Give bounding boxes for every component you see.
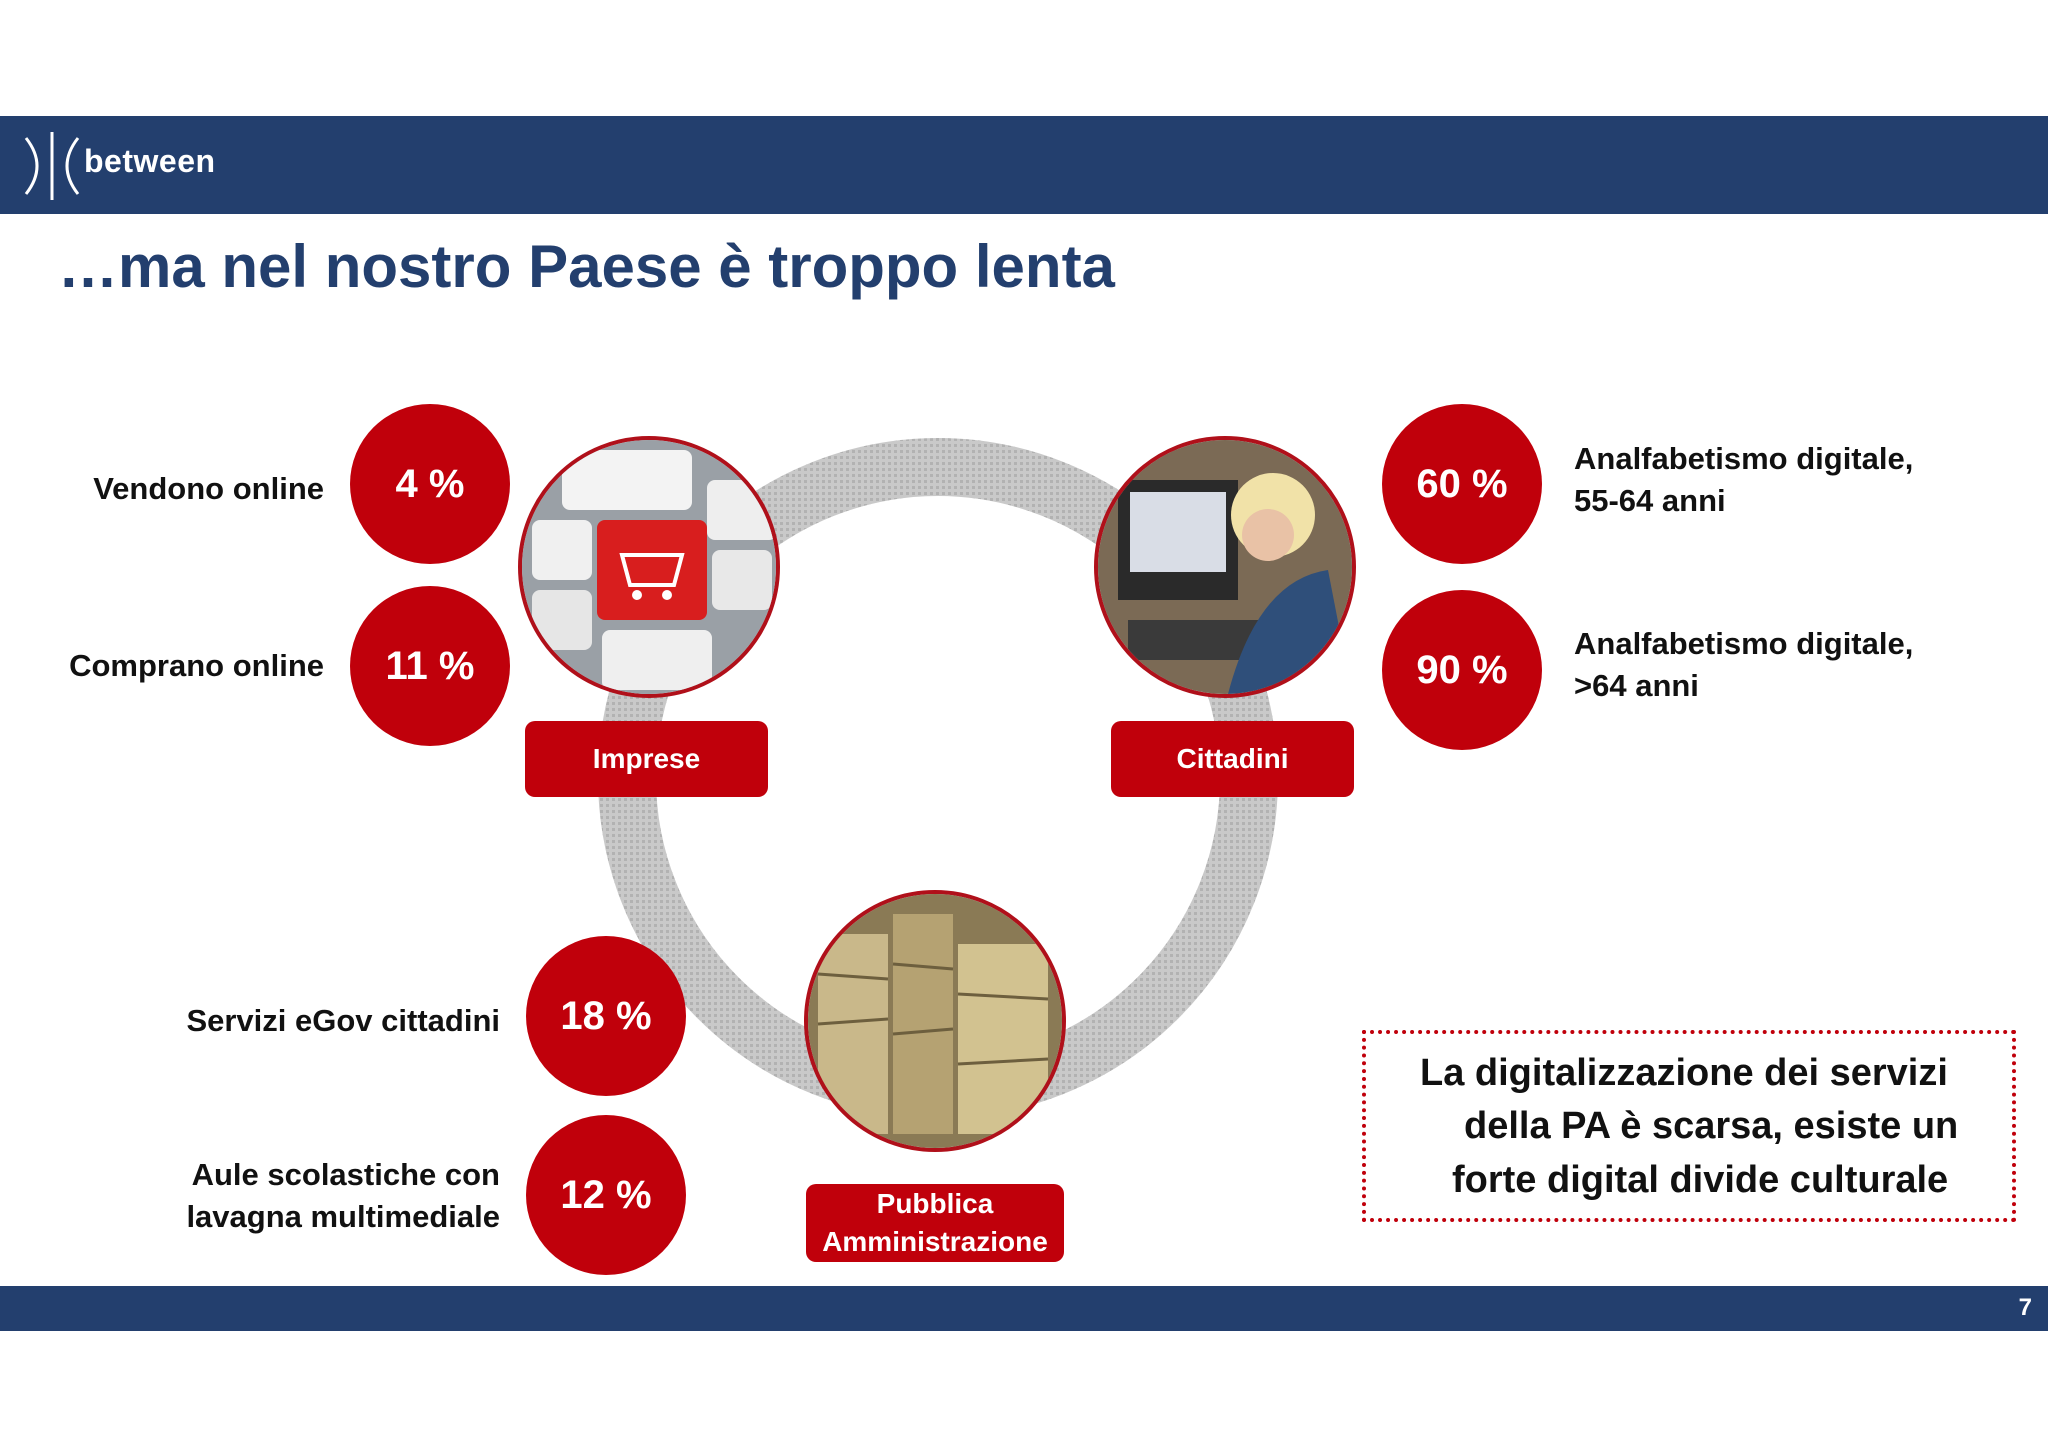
elderly-woman-computer-photo [1094, 436, 1356, 698]
page-number: 7 [2018, 1294, 2032, 1321]
callout-line-2: della PA è scarsa, esiste un [1464, 1105, 1959, 1147]
between-logo-icon [24, 132, 80, 200]
callout-line-3: forte digital divide culturale [1452, 1159, 1949, 1201]
paper-archive-photo [804, 890, 1066, 1152]
keyboard-cart-photo [518, 436, 780, 698]
stat-label-vendono: Vendono online [93, 471, 324, 506]
header-bar [0, 116, 2048, 214]
stat-value-aule: 12 % [526, 1115, 686, 1275]
stat-value-comprano: 11 % [350, 586, 510, 746]
stat-label-aule: Aule scolastiche con lavagna multimedial… [186, 1157, 500, 1234]
stat-value-55-64: 60 % [1382, 404, 1542, 564]
stat-value-vendono: 4 % [350, 404, 510, 564]
stat-label-55-64: Analfabetismo digitale, 55-64 anni [1574, 441, 1914, 518]
stat-value-over-64: 90 % [1382, 590, 1542, 750]
label-pubblica-amministrazione: Pubblica Amministrazione [806, 1184, 1064, 1262]
stat-label-comprano: Comprano online [69, 648, 324, 683]
page-title: …ma nel nostro Paese è troppo lenta [58, 233, 1115, 300]
label-cittadini: Cittadini [1111, 721, 1354, 797]
conclusion-callout [1362, 1030, 2016, 1222]
label-imprese: Imprese [525, 721, 768, 797]
stat-value-egov: 18 % [526, 936, 686, 1096]
footer-bar [0, 1286, 2048, 1331]
stat-label-over-64: Analfabetismo digitale, >64 anni [1574, 626, 1914, 703]
stat-label-egov: Servizi eGov cittadini [186, 1003, 500, 1038]
brand-name: between [84, 143, 216, 179]
callout-line-1: La digitalizzazione dei servizi [1420, 1052, 1948, 1094]
